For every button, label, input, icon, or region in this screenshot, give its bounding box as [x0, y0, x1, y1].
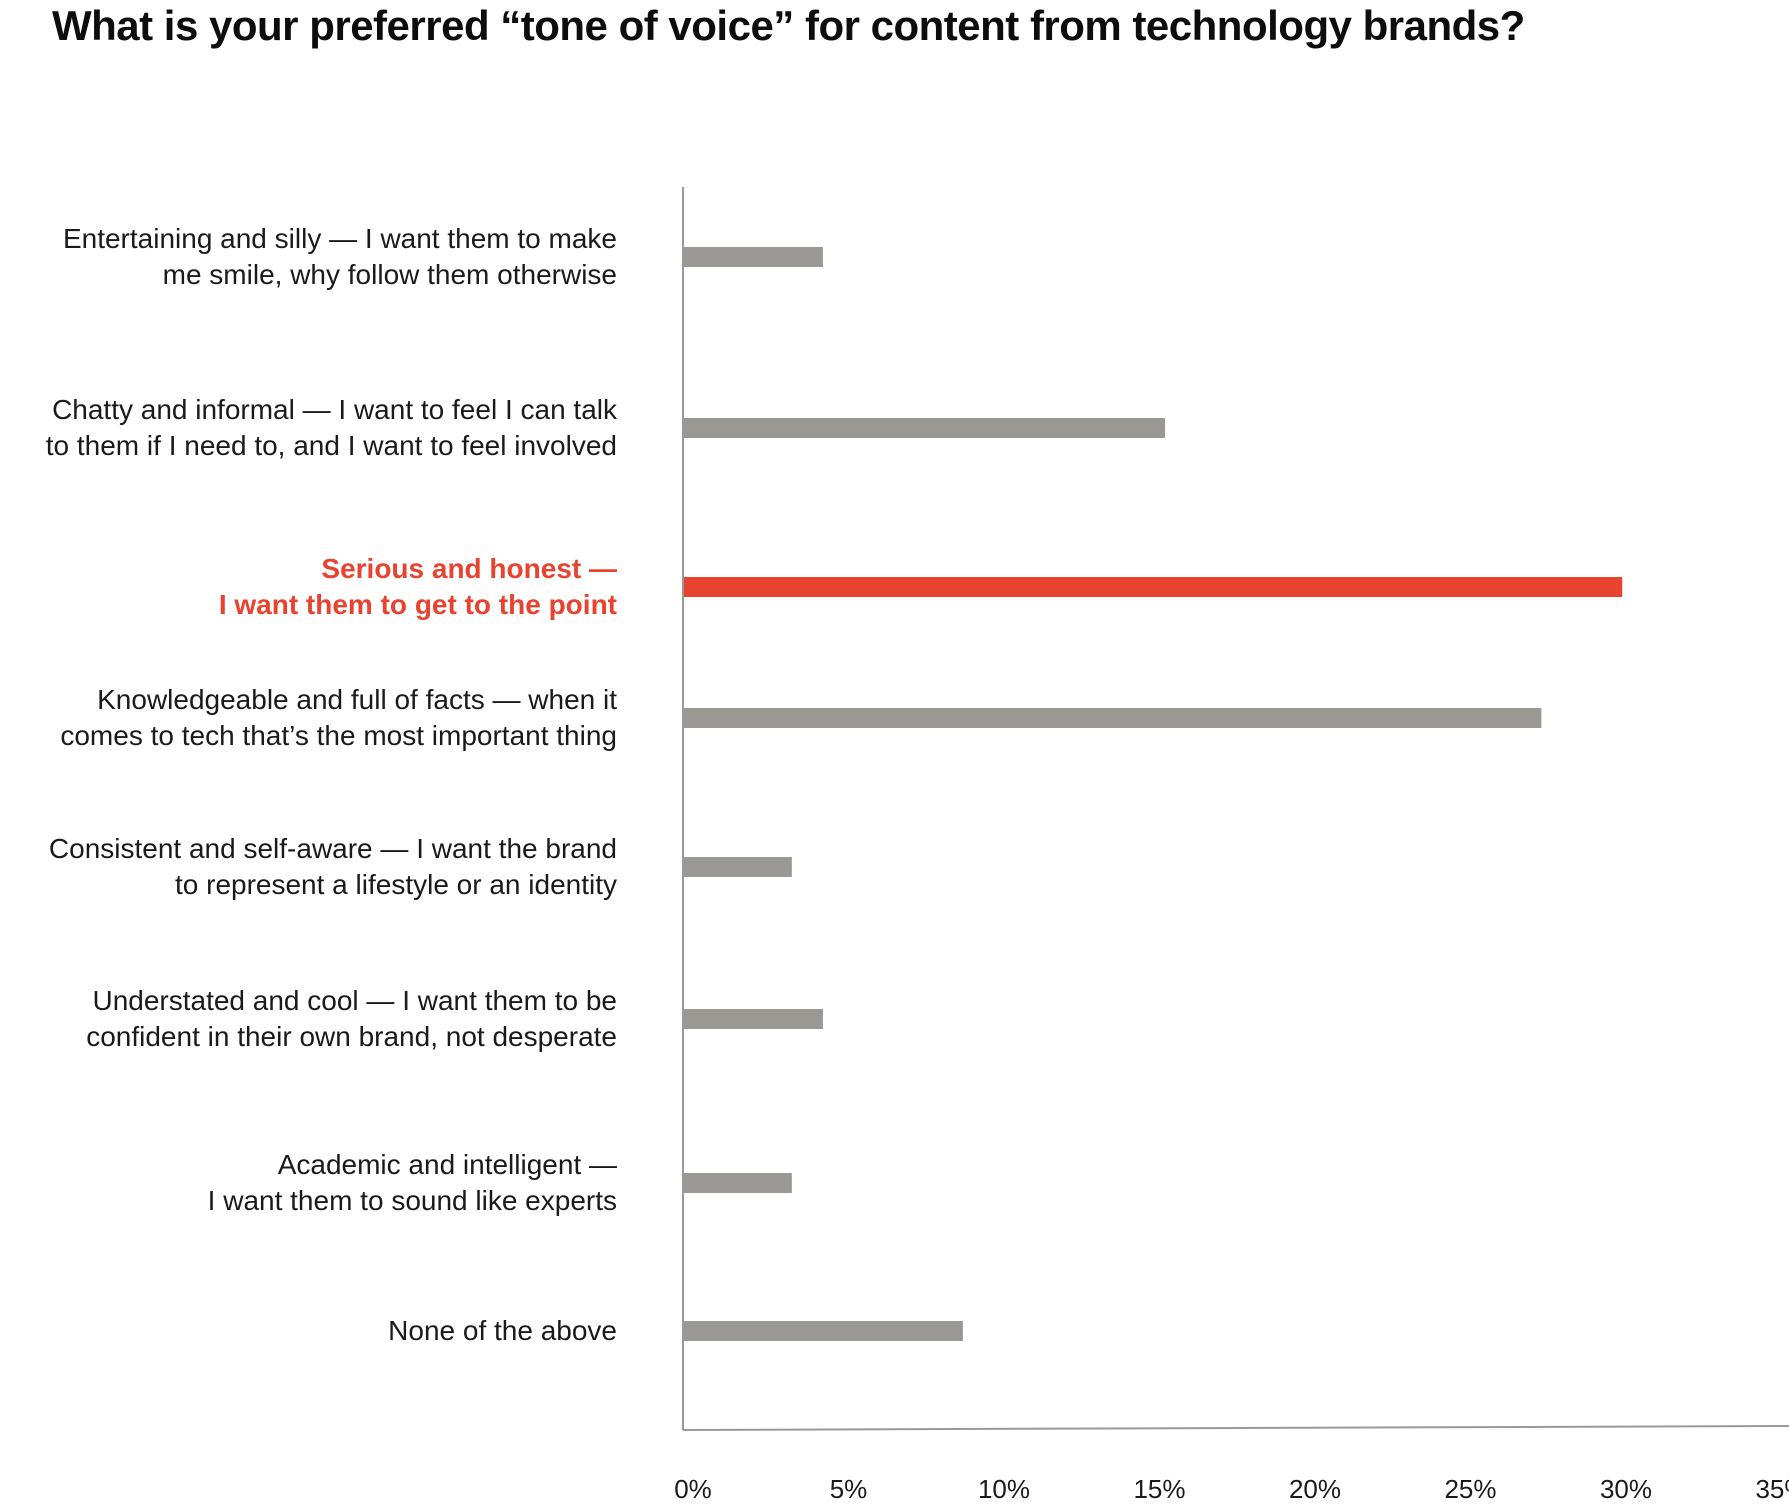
category-label: None of the above [388, 1315, 617, 1346]
category-label: Knowledgeable and full of facts — when i… [60, 684, 617, 751]
category-label-line: Consistent and self-aware — I want the b… [49, 833, 617, 864]
x-tick-label: 30% [1600, 1474, 1652, 1504]
category-label-line: None of the above [388, 1315, 617, 1346]
bar [683, 1321, 963, 1341]
category-label-line: to represent a lifestyle or an identity [175, 869, 617, 900]
category-label: Academic and intelligent — I want them to… [208, 1149, 617, 1216]
category-label: Entertaining and silly — I want them to … [63, 223, 617, 290]
x-tick-label: 5% [830, 1474, 868, 1504]
category-label-line: Understated and cool — I want them to be [92, 985, 617, 1016]
category-label: Chatty and informal — I want to feel I c… [46, 394, 618, 461]
bar [683, 247, 823, 267]
bar [683, 1173, 792, 1193]
category-label-line: Academic and intelligent — [278, 1149, 617, 1180]
x-tick-label: 35% [1755, 1474, 1789, 1504]
x-axis-line [682, 1425, 1789, 1431]
chart-title: What is your preferred “tone of voice” f… [52, 2, 1525, 49]
axes-group [682, 187, 1789, 1431]
category-label-line: Serious and honest — [321, 553, 617, 584]
bar [683, 418, 1166, 438]
category-label-line: I want them to get to the point [219, 589, 617, 620]
category-label: Understated and cool — I want them to be… [86, 985, 617, 1052]
category-label-line: comes to tech that’s the most important … [60, 720, 617, 751]
category-label-line: me smile, why follow them otherwise [163, 259, 617, 290]
bar [683, 1009, 823, 1029]
x-tick-labels-group: 0% 5% 10% 15% 20% 25% 30% 35% [674, 1474, 1789, 1504]
bar-highlight [683, 577, 1623, 597]
category-label-line: Knowledgeable and full of facts — when i… [97, 684, 617, 715]
x-tick-label: 10% [978, 1474, 1030, 1504]
category-label-line: confident in their own brand, not desper… [86, 1021, 617, 1052]
category-labels-group: Entertaining and silly — I want them to … [46, 223, 618, 1346]
x-tick-label: 0% [674, 1474, 712, 1504]
bars-group [683, 247, 1623, 1341]
category-label-line: Entertaining and silly — I want them to … [63, 223, 617, 254]
x-tick-label: 25% [1444, 1474, 1496, 1504]
x-tick-label: 20% [1289, 1474, 1341, 1504]
x-tick-label: 15% [1133, 1474, 1185, 1504]
category-label: Consistent and self-aware — I want the b… [49, 833, 617, 900]
bar [683, 857, 792, 877]
category-label-highlight: Serious and honest — I want them to get t… [219, 553, 617, 620]
bar [683, 708, 1542, 728]
category-label-line: Chatty and informal — I want to feel I c… [52, 394, 618, 425]
category-label-line: I want them to sound like experts [208, 1185, 617, 1216]
category-label-line: to them if I need to, and I want to feel… [46, 430, 617, 461]
